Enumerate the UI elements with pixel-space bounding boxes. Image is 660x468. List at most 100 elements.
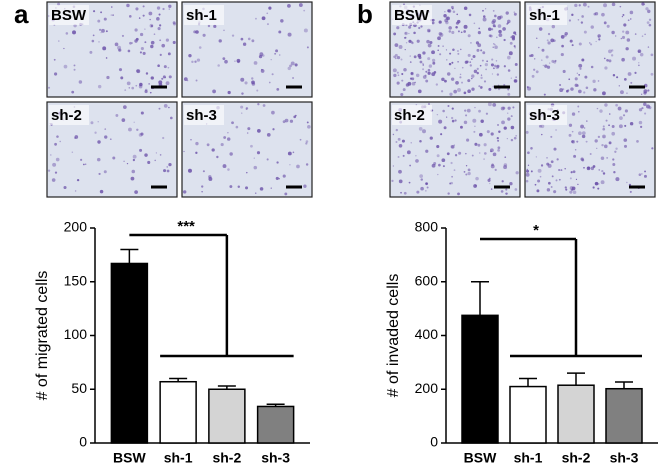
cell bbox=[425, 149, 429, 153]
cell bbox=[641, 2, 645, 6]
cell bbox=[505, 192, 508, 195]
cell bbox=[457, 52, 460, 55]
cell bbox=[134, 190, 138, 194]
cell bbox=[570, 171, 573, 174]
cell bbox=[550, 135, 553, 138]
label-bg bbox=[527, 105, 567, 125]
cell bbox=[527, 151, 530, 155]
cell bbox=[578, 131, 582, 136]
cell bbox=[507, 22, 509, 24]
cell bbox=[394, 53, 398, 57]
cell bbox=[132, 158, 136, 162]
cell bbox=[241, 112, 243, 114]
cell bbox=[638, 62, 640, 64]
cell bbox=[220, 142, 224, 147]
cell bbox=[398, 179, 403, 184]
cell bbox=[525, 172, 530, 177]
cell bbox=[500, 190, 504, 193]
cell bbox=[196, 58, 201, 62]
cell bbox=[444, 11, 446, 13]
cell bbox=[515, 76, 517, 78]
cell bbox=[454, 154, 458, 157]
cell bbox=[266, 158, 269, 161]
cell bbox=[547, 181, 551, 185]
cell bbox=[488, 87, 492, 91]
cell bbox=[650, 53, 654, 57]
cell bbox=[133, 121, 135, 123]
cell bbox=[57, 2, 61, 6]
cell bbox=[217, 64, 220, 67]
cell bbox=[457, 30, 460, 33]
cell bbox=[138, 17, 141, 19]
cell bbox=[63, 47, 65, 50]
cell bbox=[276, 161, 279, 164]
cell bbox=[427, 57, 431, 61]
cell bbox=[617, 106, 622, 111]
cell bbox=[476, 67, 479, 70]
cell bbox=[105, 57, 108, 59]
cell bbox=[619, 5, 622, 8]
cell bbox=[278, 178, 280, 180]
cell bbox=[305, 140, 309, 143]
cell bbox=[182, 190, 187, 194]
cell bbox=[515, 135, 517, 137]
cell bbox=[490, 132, 494, 136]
cell bbox=[513, 45, 516, 48]
cell bbox=[492, 67, 495, 70]
cell bbox=[559, 88, 564, 93]
cell bbox=[488, 27, 492, 31]
cell bbox=[480, 87, 483, 90]
cell bbox=[451, 7, 454, 10]
cell bbox=[614, 150, 617, 153]
cell bbox=[643, 91, 647, 95]
cell bbox=[569, 177, 572, 180]
cell bbox=[74, 135, 79, 139]
cell bbox=[477, 31, 481, 35]
cell bbox=[401, 79, 404, 82]
cell bbox=[483, 152, 487, 155]
cell bbox=[227, 168, 230, 171]
image-label: sh-3 bbox=[186, 107, 217, 124]
cell bbox=[417, 89, 422, 94]
cell bbox=[418, 26, 421, 30]
cell bbox=[136, 69, 139, 73]
cell bbox=[275, 176, 279, 180]
cell bbox=[57, 40, 60, 42]
cell bbox=[474, 125, 476, 128]
cell bbox=[626, 181, 628, 184]
cell bbox=[597, 34, 601, 38]
cell bbox=[298, 3, 303, 7]
cell bbox=[581, 134, 586, 139]
cell bbox=[240, 77, 245, 82]
cell bbox=[59, 140, 61, 143]
cell bbox=[581, 131, 586, 136]
cell bbox=[466, 138, 470, 142]
cell bbox=[608, 141, 612, 145]
cell bbox=[464, 109, 467, 112]
cell bbox=[513, 136, 517, 140]
cell bbox=[438, 32, 443, 36]
cell bbox=[413, 55, 417, 59]
cell bbox=[497, 24, 502, 28]
cell bbox=[253, 61, 258, 65]
cell bbox=[142, 51, 146, 55]
cell bbox=[457, 19, 461, 24]
cell bbox=[431, 163, 436, 168]
cell bbox=[576, 72, 579, 74]
cell bbox=[191, 60, 194, 64]
cell bbox=[542, 64, 545, 67]
cell bbox=[550, 186, 553, 188]
cell bbox=[600, 180, 605, 185]
cell bbox=[73, 64, 76, 67]
cell bbox=[471, 77, 473, 80]
cell bbox=[112, 156, 116, 160]
cell bbox=[396, 71, 399, 74]
cell bbox=[299, 138, 302, 141]
cell bbox=[624, 124, 627, 127]
cell bbox=[641, 35, 644, 37]
cell bbox=[568, 78, 571, 81]
cell bbox=[471, 58, 473, 60]
cell bbox=[463, 120, 468, 125]
cell bbox=[253, 157, 255, 159]
cell bbox=[498, 29, 502, 34]
